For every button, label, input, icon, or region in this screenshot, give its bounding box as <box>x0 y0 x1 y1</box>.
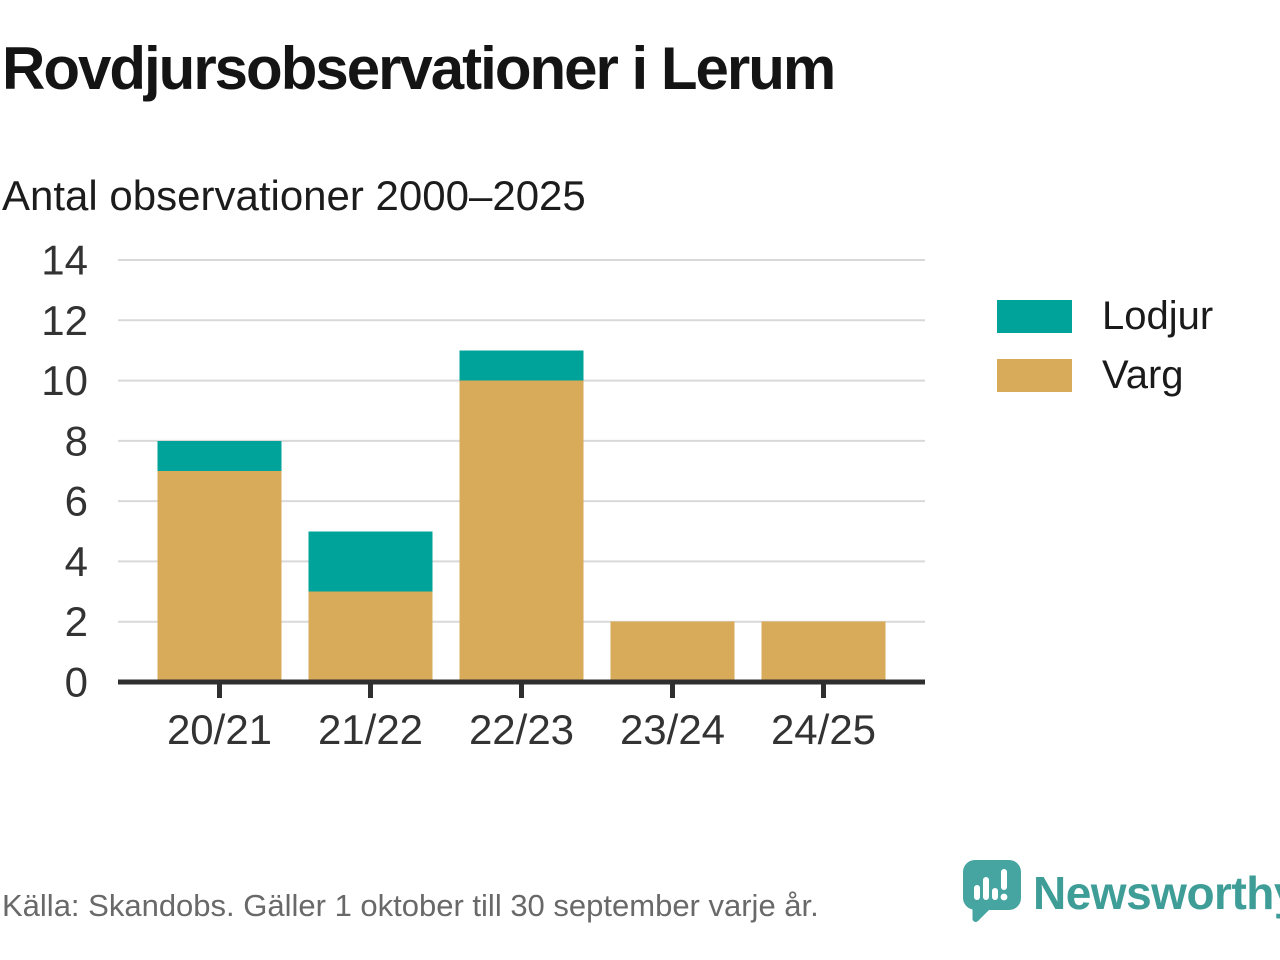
source-note: Källa: Skandobs. Gäller 1 oktober till 3… <box>2 888 819 923</box>
bar-segment-varg <box>610 621 735 682</box>
legend-label: Varg <box>1102 353 1184 397</box>
y-tick-label: 6 <box>65 478 88 525</box>
chart-subtitle: Antal observationer 2000–2025 <box>2 172 586 219</box>
bar-segment-varg <box>308 591 433 682</box>
x-tick-label: 24/25 <box>771 706 876 753</box>
y-tick-label: 0 <box>65 659 88 706</box>
bars-layer <box>157 350 886 682</box>
bar-segment-lodjur <box>157 440 282 471</box>
bar-segment-varg <box>157 471 282 682</box>
y-tick-label: 8 <box>65 417 88 464</box>
x-axis <box>118 679 925 698</box>
legend: Lodjur Varg <box>997 294 1213 418</box>
legend-swatch-varg <box>997 359 1072 392</box>
page-title: Rovdjursobservationer i Lerum <box>2 35 836 102</box>
legend-item-lodjur: Lodjur <box>997 294 1213 338</box>
legend-label: Lodjur <box>1102 294 1214 338</box>
y-tick-label: 10 <box>41 357 88 404</box>
bar-segment-varg <box>761 621 886 682</box>
y-tick-label: 12 <box>41 297 88 344</box>
x-tick-label: 23/24 <box>620 706 725 753</box>
x-tick-label: 22/23 <box>469 706 574 753</box>
bar-segment-varg <box>459 380 584 682</box>
axis-labels-layer: 0 2 4 6 8 10 12 14 20/21 21/22 22/23 23/24 24/25 <box>41 237 876 754</box>
brand-footer: Newsworthy <box>963 860 1280 924</box>
y-tick-label: 14 <box>41 237 88 284</box>
newsworthy-speech-bubble-bar-chart-icon <box>963 860 1021 922</box>
x-tick-label: 21/22 <box>318 706 423 753</box>
bar-segment-lodjur <box>308 531 433 592</box>
legend-item-varg: Varg <box>997 353 1213 397</box>
legend-swatch-lodjur <box>997 300 1072 333</box>
brand-wordmark: Newsworthy <box>1033 867 1280 919</box>
y-tick-label: 2 <box>65 598 88 645</box>
y-tick-label: 4 <box>65 538 88 585</box>
bar-segment-lodjur <box>459 350 584 381</box>
x-tick-label: 20/21 <box>167 706 272 753</box>
